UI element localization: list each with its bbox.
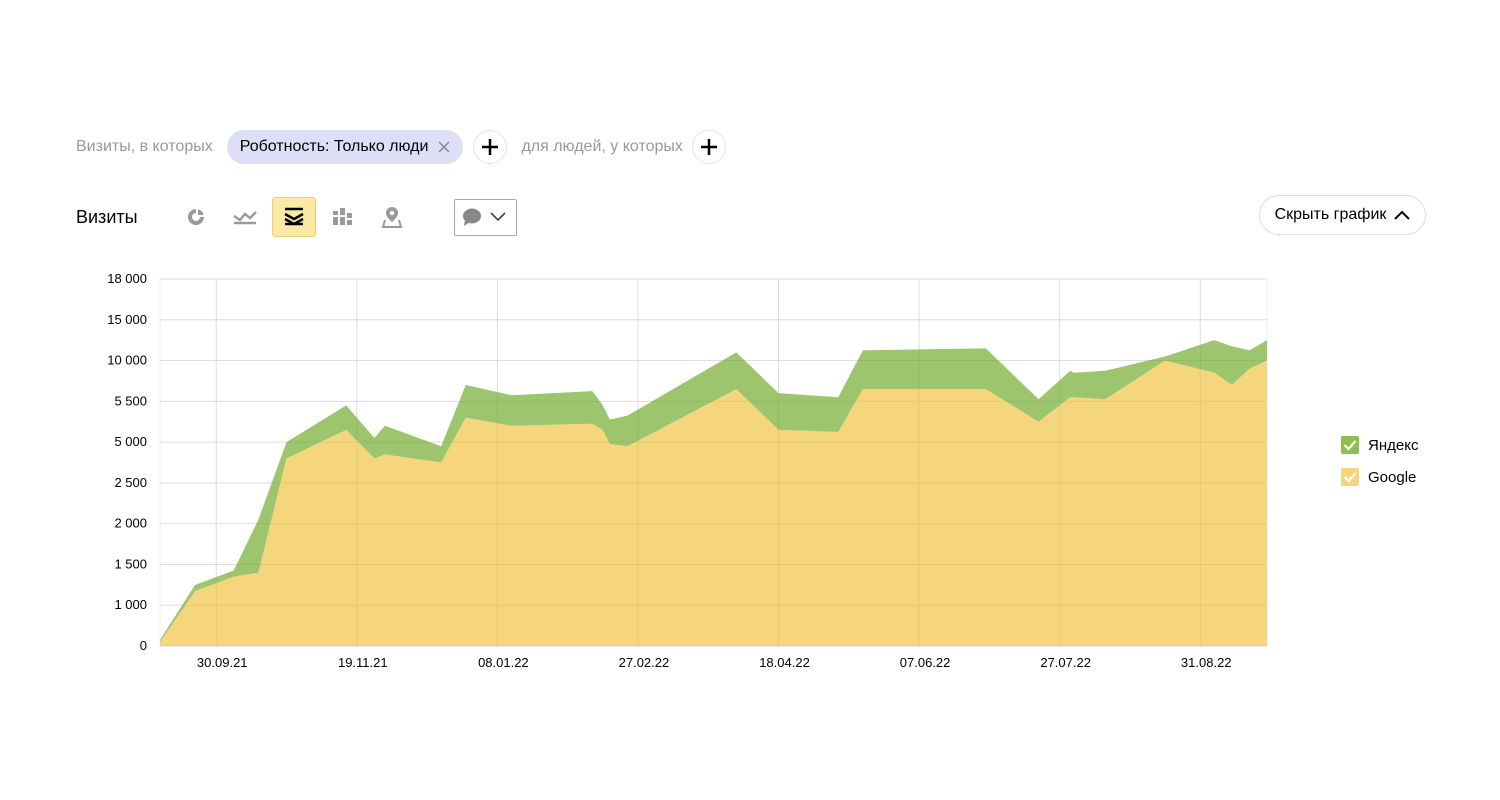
metric-title: Визиты bbox=[76, 206, 138, 227]
close-icon[interactable] bbox=[437, 140, 451, 154]
legend-label: Google bbox=[1368, 468, 1417, 486]
check-icon[interactable] bbox=[1341, 436, 1359, 454]
filter-chip[interactable]: Роботность: Только люди bbox=[226, 130, 464, 164]
chevron-down-icon bbox=[490, 212, 506, 222]
bar-chart-icon bbox=[333, 208, 352, 225]
people-condition-label: для людей, у которых bbox=[521, 138, 683, 155]
hide-chart-label: Скрыть график bbox=[1274, 206, 1387, 223]
pie-chart-icon bbox=[188, 209, 204, 225]
y-tick-label: 10 000 bbox=[107, 353, 147, 368]
line-chart-icon bbox=[233, 211, 257, 225]
add-visit-condition-button[interactable] bbox=[473, 130, 508, 164]
legend-item-yandex[interactable]: Яндекс bbox=[1341, 434, 1418, 456]
line-chart-button[interactable] bbox=[223, 197, 267, 237]
y-tick-label: 1 500 bbox=[114, 556, 147, 571]
x-tick-label: 07.06.22 bbox=[900, 655, 951, 670]
filter-chip-label: Роботность: Только люди bbox=[239, 138, 429, 155]
add-people-condition-button[interactable] bbox=[691, 130, 726, 164]
x-tick-label: 19.11.21 bbox=[338, 655, 388, 670]
legend-item-google[interactable]: Google bbox=[1341, 466, 1418, 488]
stacked-area-icon bbox=[284, 207, 304, 226]
bar-chart-button[interactable] bbox=[321, 197, 365, 237]
y-tick-label: 1 000 bbox=[114, 597, 147, 612]
y-tick-label: 5 500 bbox=[114, 393, 147, 408]
x-tick-label: 31.08.22 bbox=[1181, 655, 1232, 670]
plus-icon bbox=[700, 139, 717, 155]
x-tick-label: 27.07.22 bbox=[1040, 655, 1091, 670]
plus-icon bbox=[482, 139, 499, 155]
chart-legend: Яндекс Google bbox=[1341, 434, 1418, 498]
stacked-area-button[interactable] bbox=[272, 197, 316, 237]
comment-icon bbox=[463, 208, 481, 226]
y-tick-label: 5 000 bbox=[114, 434, 147, 449]
y-tick-label: 15 000 bbox=[107, 312, 147, 327]
map-button[interactable] bbox=[370, 197, 414, 237]
visits-condition-label: Визиты, в которых bbox=[76, 138, 213, 155]
check-icon[interactable] bbox=[1341, 468, 1359, 486]
y-tick-label: 0 bbox=[140, 638, 147, 653]
segment-builder: Визиты, в которых Роботность: Только люд… bbox=[76, 128, 726, 166]
pie-chart-button[interactable] bbox=[174, 197, 218, 237]
y-tick-label: 2 000 bbox=[114, 516, 147, 531]
area-series-google bbox=[160, 360, 1267, 646]
map-icon bbox=[382, 207, 402, 228]
x-tick-label: 18.04.22 bbox=[759, 655, 810, 670]
y-tick-label: 18 000 bbox=[107, 271, 147, 286]
x-tick-label: 30.09.21 bbox=[197, 655, 248, 670]
x-tick-label: 08.01.22 bbox=[478, 655, 529, 670]
chevron-up-icon bbox=[1394, 210, 1411, 220]
chart-toolbar: Визиты bbox=[76, 196, 517, 238]
annotations-dropdown[interactable] bbox=[454, 198, 517, 236]
area-series-яндекс bbox=[160, 340, 1267, 642]
hide-chart-button[interactable]: Скрыть график bbox=[1259, 195, 1426, 235]
x-tick-label: 27.02.22 bbox=[619, 655, 670, 670]
legend-label: Яндекс bbox=[1368, 436, 1419, 454]
y-tick-label: 2 500 bbox=[114, 475, 147, 490]
